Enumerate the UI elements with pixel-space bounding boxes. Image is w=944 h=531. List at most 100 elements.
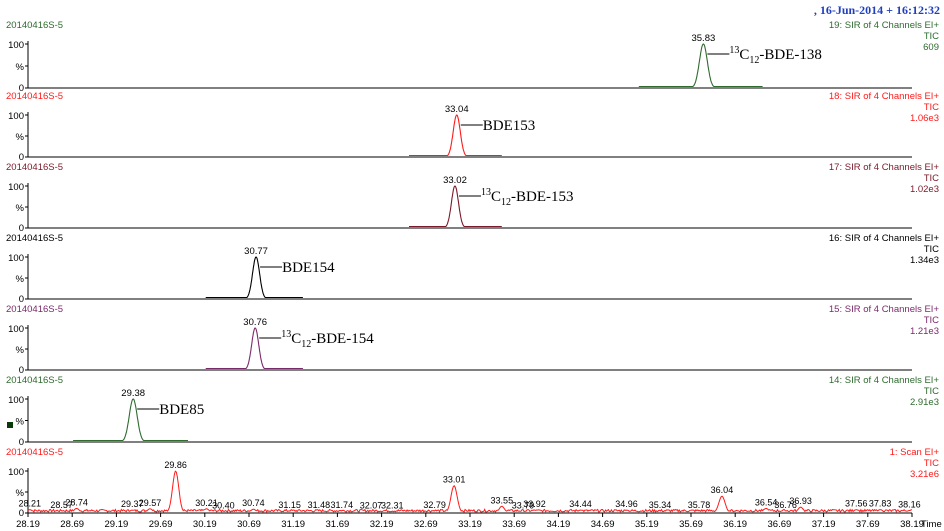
channel-label: 16: SIR of 4 Channels EI+ bbox=[829, 233, 940, 244]
scan-peak-label: 31.74 bbox=[331, 500, 354, 510]
sample-name: 20140416S-5 bbox=[6, 162, 63, 173]
scan-peak-label: 36.54 bbox=[755, 497, 778, 507]
x-tick-label: 38.19 bbox=[900, 519, 924, 530]
y-tick-label: 100 bbox=[8, 111, 24, 122]
scan-peak-label: 28.74 bbox=[65, 497, 88, 507]
y-tick-label: 0 bbox=[19, 223, 24, 234]
scan-peak-label: 31.48 bbox=[308, 500, 331, 510]
peak-time-label: 33.04 bbox=[445, 104, 469, 115]
scan-peak-label: 36.93 bbox=[789, 496, 812, 506]
scan-peak-label: 30.40 bbox=[212, 500, 235, 510]
compound-label: BDE153 bbox=[483, 118, 536, 134]
channel-label: 18: SIR of 4 Channels EI+ bbox=[829, 91, 940, 102]
y-tick-label: 0 bbox=[19, 294, 24, 305]
scan-peak-label: 38.16 bbox=[898, 499, 921, 509]
scan-peak-label: 35.34 bbox=[649, 500, 672, 510]
tic-label: TIC bbox=[924, 244, 939, 255]
intensity-label: 1.34e3 bbox=[910, 255, 939, 266]
sample-name: 20140416S-5 bbox=[6, 91, 63, 102]
peak-time-label: 30.76 bbox=[243, 317, 267, 328]
y-tick-label: 0 bbox=[19, 508, 24, 519]
scan-peak-label: 29.57 bbox=[139, 498, 162, 508]
channel-label: 19: SIR of 4 Channels EI+ bbox=[829, 20, 940, 31]
y-tick-label: 100 bbox=[8, 40, 24, 51]
channel-label: 15: SIR of 4 Channels EI+ bbox=[829, 304, 940, 315]
x-tick-label: 30.69 bbox=[237, 519, 261, 530]
scan-peak-label: 30.74 bbox=[242, 498, 265, 508]
scan-peak-label: 30.21 bbox=[195, 498, 218, 508]
peak-time-label: 33.02 bbox=[443, 175, 467, 186]
trace-line bbox=[73, 398, 188, 442]
x-tick-label: 34.69 bbox=[591, 519, 615, 530]
x-tick-label: 35.69 bbox=[679, 519, 703, 530]
scan-peak-label: 32.31 bbox=[381, 501, 404, 511]
acquisition-date: , 16-Jun-2014 + 16:12:32 bbox=[813, 3, 940, 17]
y-tick-label: % bbox=[16, 132, 25, 143]
x-tick-label: 37.69 bbox=[856, 519, 880, 530]
scan-peak-label: 37.56 bbox=[845, 499, 868, 509]
intensity-label: 3.21e6 bbox=[910, 469, 939, 480]
x-tick-label: 28.69 bbox=[60, 519, 84, 530]
intensity-label: 1.02e3 bbox=[910, 184, 939, 195]
compound-label: 13C12-BDE-154 bbox=[281, 329, 374, 350]
x-tick-label: 29.69 bbox=[149, 519, 173, 530]
x-tick-label: 33.69 bbox=[502, 519, 526, 530]
scan-peak-label: 29.86 bbox=[164, 460, 187, 470]
scan-peak-label: 34.96 bbox=[615, 499, 638, 509]
intensity-label: 2.91e3 bbox=[910, 397, 939, 408]
x-tick-label: 31.69 bbox=[326, 519, 350, 530]
x-tick-label: 34.19 bbox=[547, 519, 571, 530]
trace-line bbox=[409, 185, 502, 228]
tic-label: TIC bbox=[924, 31, 939, 42]
legend-marker bbox=[7, 422, 13, 428]
intensity-label: 1.06e3 bbox=[910, 113, 939, 124]
intensity-label: 609 bbox=[923, 42, 939, 53]
channel-label: 17: SIR of 4 Channels EI+ bbox=[829, 162, 940, 173]
scan-peak-label: 28.21 bbox=[19, 499, 42, 509]
sample-name: 20140416S-5 bbox=[6, 20, 63, 31]
x-tick-label: 33.19 bbox=[458, 519, 482, 530]
x-tick-label: 35.19 bbox=[635, 519, 659, 530]
trace-line bbox=[205, 327, 303, 370]
y-tick-label: % bbox=[16, 488, 25, 499]
scan-peak-label: 34.44 bbox=[569, 499, 592, 509]
y-tick-label: % bbox=[16, 62, 25, 73]
y-tick-label: 100 bbox=[8, 324, 24, 335]
scan-peak-label: 35.78 bbox=[688, 500, 711, 510]
scan-peak-label: 33.01 bbox=[443, 475, 466, 485]
x-tick-label: 37.19 bbox=[812, 519, 836, 530]
tic-label: TIC bbox=[924, 458, 939, 469]
sample-name: 20140416S-5 bbox=[6, 304, 63, 315]
scan-trace-line bbox=[27, 470, 913, 513]
y-tick-label: % bbox=[16, 345, 25, 356]
scan-peak-label: 32.07 bbox=[360, 501, 383, 511]
sample-name: 20140416S-5 bbox=[6, 375, 63, 386]
x-tick-label: 36.19 bbox=[723, 519, 747, 530]
tic-label: TIC bbox=[924, 315, 939, 326]
x-tick-label: 31.19 bbox=[281, 519, 305, 530]
x-tick-label: 28.19 bbox=[16, 519, 40, 530]
scan-peak-label: 29.37 bbox=[121, 499, 144, 509]
x-tick-label: 32.69 bbox=[414, 519, 438, 530]
scan-peak-label: 33.79 bbox=[512, 500, 535, 510]
trace-line bbox=[205, 256, 303, 299]
scan-peak-label: 36.04 bbox=[711, 485, 734, 495]
tic-label: TIC bbox=[924, 386, 939, 397]
compound-label: BDE85 bbox=[159, 402, 204, 418]
tic-label: TIC bbox=[924, 102, 939, 113]
compound-label: BDE154 bbox=[282, 260, 335, 276]
scan-peak-label: 32.79 bbox=[423, 500, 446, 510]
scan-peak-label: 33.55 bbox=[491, 495, 514, 505]
y-tick-label: 100 bbox=[8, 182, 24, 193]
y-tick-label: 0 bbox=[19, 437, 24, 448]
x-tick-label: 36.69 bbox=[768, 519, 792, 530]
scan-peak-label: 31.15 bbox=[278, 500, 301, 510]
y-tick-label: 0 bbox=[19, 83, 24, 94]
peak-time-label: 35.83 bbox=[691, 33, 715, 44]
tic-label: TIC bbox=[924, 173, 939, 184]
peak-time-label: 29.38 bbox=[121, 388, 145, 399]
compound-label: 13C12-BDE-138 bbox=[729, 45, 822, 66]
compound-label: 13C12-BDE-153 bbox=[481, 187, 574, 208]
scan-peak-label: 33.92 bbox=[523, 499, 546, 509]
y-tick-label: % bbox=[16, 417, 25, 428]
